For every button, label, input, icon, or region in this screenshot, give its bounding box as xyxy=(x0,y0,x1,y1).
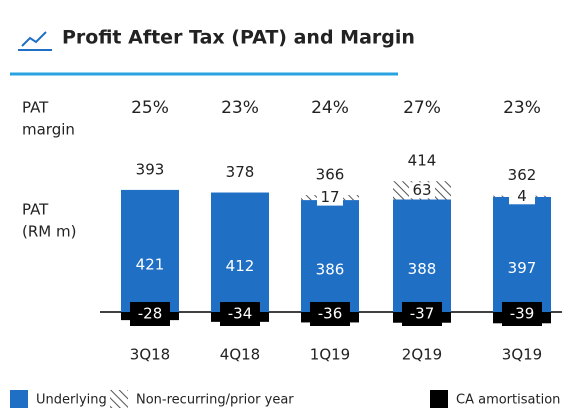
margin-label: 24% xyxy=(311,98,349,118)
bar-segment xyxy=(301,312,359,323)
total-label: 393 xyxy=(136,160,165,178)
row-label: PAT xyxy=(22,201,49,219)
legend-label: Underlying xyxy=(36,393,107,408)
bar-segment xyxy=(393,312,451,323)
label-bg xyxy=(317,189,343,206)
x-tick-label: 3Q18 xyxy=(130,346,170,364)
value-label: -28 xyxy=(138,305,163,323)
x-tick-label: 4Q18 xyxy=(220,346,260,364)
total-label: 366 xyxy=(316,166,345,184)
value-label: -34 xyxy=(228,305,253,323)
total-label: 362 xyxy=(508,166,537,184)
margin-label: 27% xyxy=(403,98,441,118)
value-label: 63 xyxy=(412,181,431,199)
margin-label: 23% xyxy=(221,98,259,118)
bar-segment xyxy=(121,312,179,321)
bar-segment xyxy=(211,192,269,312)
total-label: 378 xyxy=(226,163,255,181)
legend-label: CA amortisation xyxy=(456,393,560,408)
margin-label: 23% xyxy=(503,98,541,118)
value-label: 4 xyxy=(517,187,527,205)
title-icon xyxy=(18,31,52,51)
bar-segment xyxy=(493,196,551,312)
value-label: 388 xyxy=(408,260,437,278)
legend-swatch xyxy=(110,390,128,408)
x-tick-label: 1Q19 xyxy=(310,346,350,364)
label-bg xyxy=(509,188,535,205)
value-label: 386 xyxy=(316,261,345,279)
bar-segment xyxy=(211,312,269,322)
row-label: (RM m) xyxy=(22,223,76,241)
value-label: 421 xyxy=(136,255,165,273)
bar-segment xyxy=(301,200,359,312)
legend-swatch xyxy=(10,390,28,408)
value-label: -39 xyxy=(510,305,535,323)
bar-segment xyxy=(493,312,551,324)
x-tick-label: 3Q19 xyxy=(502,346,542,364)
legend-label: Non-recurring/prior year xyxy=(136,393,294,408)
value-label: 412 xyxy=(226,257,255,275)
x-tick-label: 2Q19 xyxy=(402,346,442,364)
chart-title: Profit After Tax (PAT) and Margin xyxy=(62,27,415,49)
total-label: 414 xyxy=(408,152,437,170)
value-label: 397 xyxy=(508,259,537,277)
label-bg xyxy=(409,182,435,199)
value-label: -37 xyxy=(410,305,435,323)
margin-label: 25% xyxy=(131,98,169,118)
bar-segment xyxy=(393,199,451,312)
row-label: margin xyxy=(22,121,75,139)
legend-swatch xyxy=(430,390,448,408)
bar-segment xyxy=(121,189,179,312)
row-label: PAT xyxy=(22,99,49,117)
value-label: 17 xyxy=(320,188,339,206)
value-label: -36 xyxy=(318,305,343,323)
